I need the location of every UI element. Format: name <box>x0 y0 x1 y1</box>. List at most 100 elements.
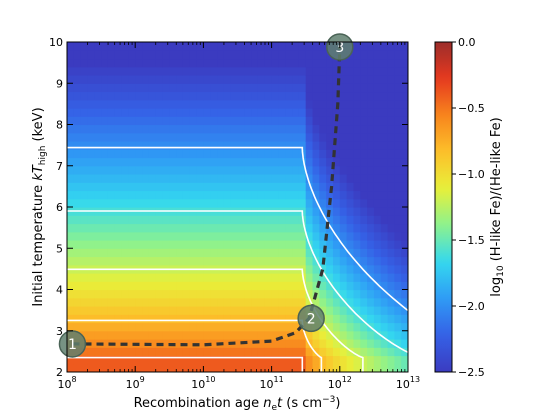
heatmap-cell <box>135 108 143 117</box>
heatmap-cell <box>87 182 95 192</box>
heatmap-cell <box>312 330 320 340</box>
heatmap-cell <box>305 141 314 150</box>
heatmap-cell <box>121 50 129 60</box>
heatmap-cell <box>326 314 334 324</box>
heatmap-cell <box>135 42 143 51</box>
heatmap-cell <box>401 132 408 142</box>
heatmap-cell <box>346 207 355 216</box>
heatmap-cell <box>373 231 382 241</box>
heatmap-cell <box>94 99 102 109</box>
heatmap-cell <box>367 363 375 372</box>
heatmap-cell <box>162 306 170 315</box>
heatmap-cell <box>339 207 348 216</box>
heatmap-cell <box>189 306 198 315</box>
heatmap-cell <box>278 174 286 183</box>
heatmap-cell <box>176 289 184 299</box>
heatmap-cell <box>360 165 368 175</box>
heatmap-cell <box>237 99 245 109</box>
heatmap-cell <box>230 116 239 126</box>
heatmap-cell <box>189 198 198 208</box>
heatmap-cell <box>339 83 348 93</box>
heatmap-cell <box>401 108 408 117</box>
heatmap-cell <box>319 231 327 241</box>
heatmap-cell <box>176 306 184 315</box>
heatmap-cell <box>257 190 266 200</box>
heatmap-cell <box>285 355 293 365</box>
heatmap-cell <box>223 174 232 183</box>
heatmap-cell <box>182 215 191 225</box>
heatmap-cell <box>237 248 245 258</box>
heatmap-cell <box>244 66 252 76</box>
heatmap-cell <box>312 273 320 282</box>
heatmap-cell <box>182 75 191 84</box>
heatmap-cell <box>278 215 286 225</box>
heatmap-cell <box>67 83 75 93</box>
heatmap-cell <box>94 149 102 159</box>
heatmap-cell <box>319 347 327 357</box>
heatmap-cell <box>128 75 136 84</box>
heatmap-cell <box>237 91 245 101</box>
heatmap-cell <box>121 132 129 142</box>
heatmap-cell <box>312 91 320 101</box>
heatmap-cell <box>101 174 109 183</box>
heatmap-cell <box>346 240 355 249</box>
heatmap-cell <box>360 281 368 291</box>
heatmap-cell <box>162 165 170 175</box>
heatmap-cell <box>128 231 136 241</box>
heatmap-cell <box>380 174 389 183</box>
heatmap-cell <box>87 58 95 68</box>
heatmap-cell <box>169 58 177 68</box>
heatmap-cell <box>319 50 327 60</box>
heatmap-cell <box>394 83 402 93</box>
heatmap-cell <box>237 149 245 159</box>
heatmap-cell <box>203 116 211 126</box>
heatmap-cell <box>312 231 320 241</box>
heatmap-cell <box>278 314 286 324</box>
heatmap-cell <box>80 355 89 365</box>
heatmap-cell <box>278 132 286 142</box>
heatmap-cell <box>107 132 116 142</box>
heatmap-cell <box>244 223 252 233</box>
heatmap-cell <box>128 50 136 60</box>
heatmap-cell <box>176 157 184 167</box>
heatmap-cell <box>80 198 89 208</box>
heatmap-cell <box>373 58 382 68</box>
heatmap-cell <box>326 99 334 109</box>
heatmap-cell <box>326 306 334 315</box>
heatmap-cell <box>217 281 225 291</box>
heatmap-cell <box>244 149 252 159</box>
heatmap-cell <box>305 50 314 60</box>
heatmap-cell <box>373 108 382 117</box>
heatmap-cell <box>121 231 129 241</box>
heatmap-cell <box>203 108 211 117</box>
heatmap-cell <box>367 99 375 109</box>
heatmap-cell <box>346 58 355 68</box>
heatmap-cell <box>367 330 375 340</box>
heatmap-cell <box>326 289 334 299</box>
heatmap-cell <box>353 223 361 233</box>
heatmap-cell <box>114 314 123 324</box>
heatmap-cell <box>80 132 89 142</box>
heatmap-cell <box>237 297 245 307</box>
heatmap-cell <box>298 50 307 60</box>
heatmap-cell <box>394 281 402 291</box>
heatmap-cell <box>217 108 225 117</box>
heatmap-cell <box>114 273 123 282</box>
heatmap-cell <box>107 297 116 307</box>
heatmap-cell <box>223 256 232 266</box>
heatmap-cell <box>169 91 177 101</box>
heatmap-cell <box>312 347 320 357</box>
heatmap-cell <box>401 240 408 249</box>
heatmap-cell <box>94 108 102 117</box>
heatmap-cell <box>196 99 204 109</box>
heatmap-cell <box>387 42 395 51</box>
heatmap-cell <box>217 165 225 175</box>
heatmap-cell <box>162 75 170 84</box>
heatmap-cell <box>135 215 143 225</box>
heatmap-cell <box>319 322 327 332</box>
heatmap-cell <box>169 66 177 76</box>
heatmap-cell <box>305 190 314 200</box>
heatmap-cell <box>326 248 334 258</box>
heatmap-cell <box>135 141 143 150</box>
heatmap-cell <box>162 66 170 76</box>
